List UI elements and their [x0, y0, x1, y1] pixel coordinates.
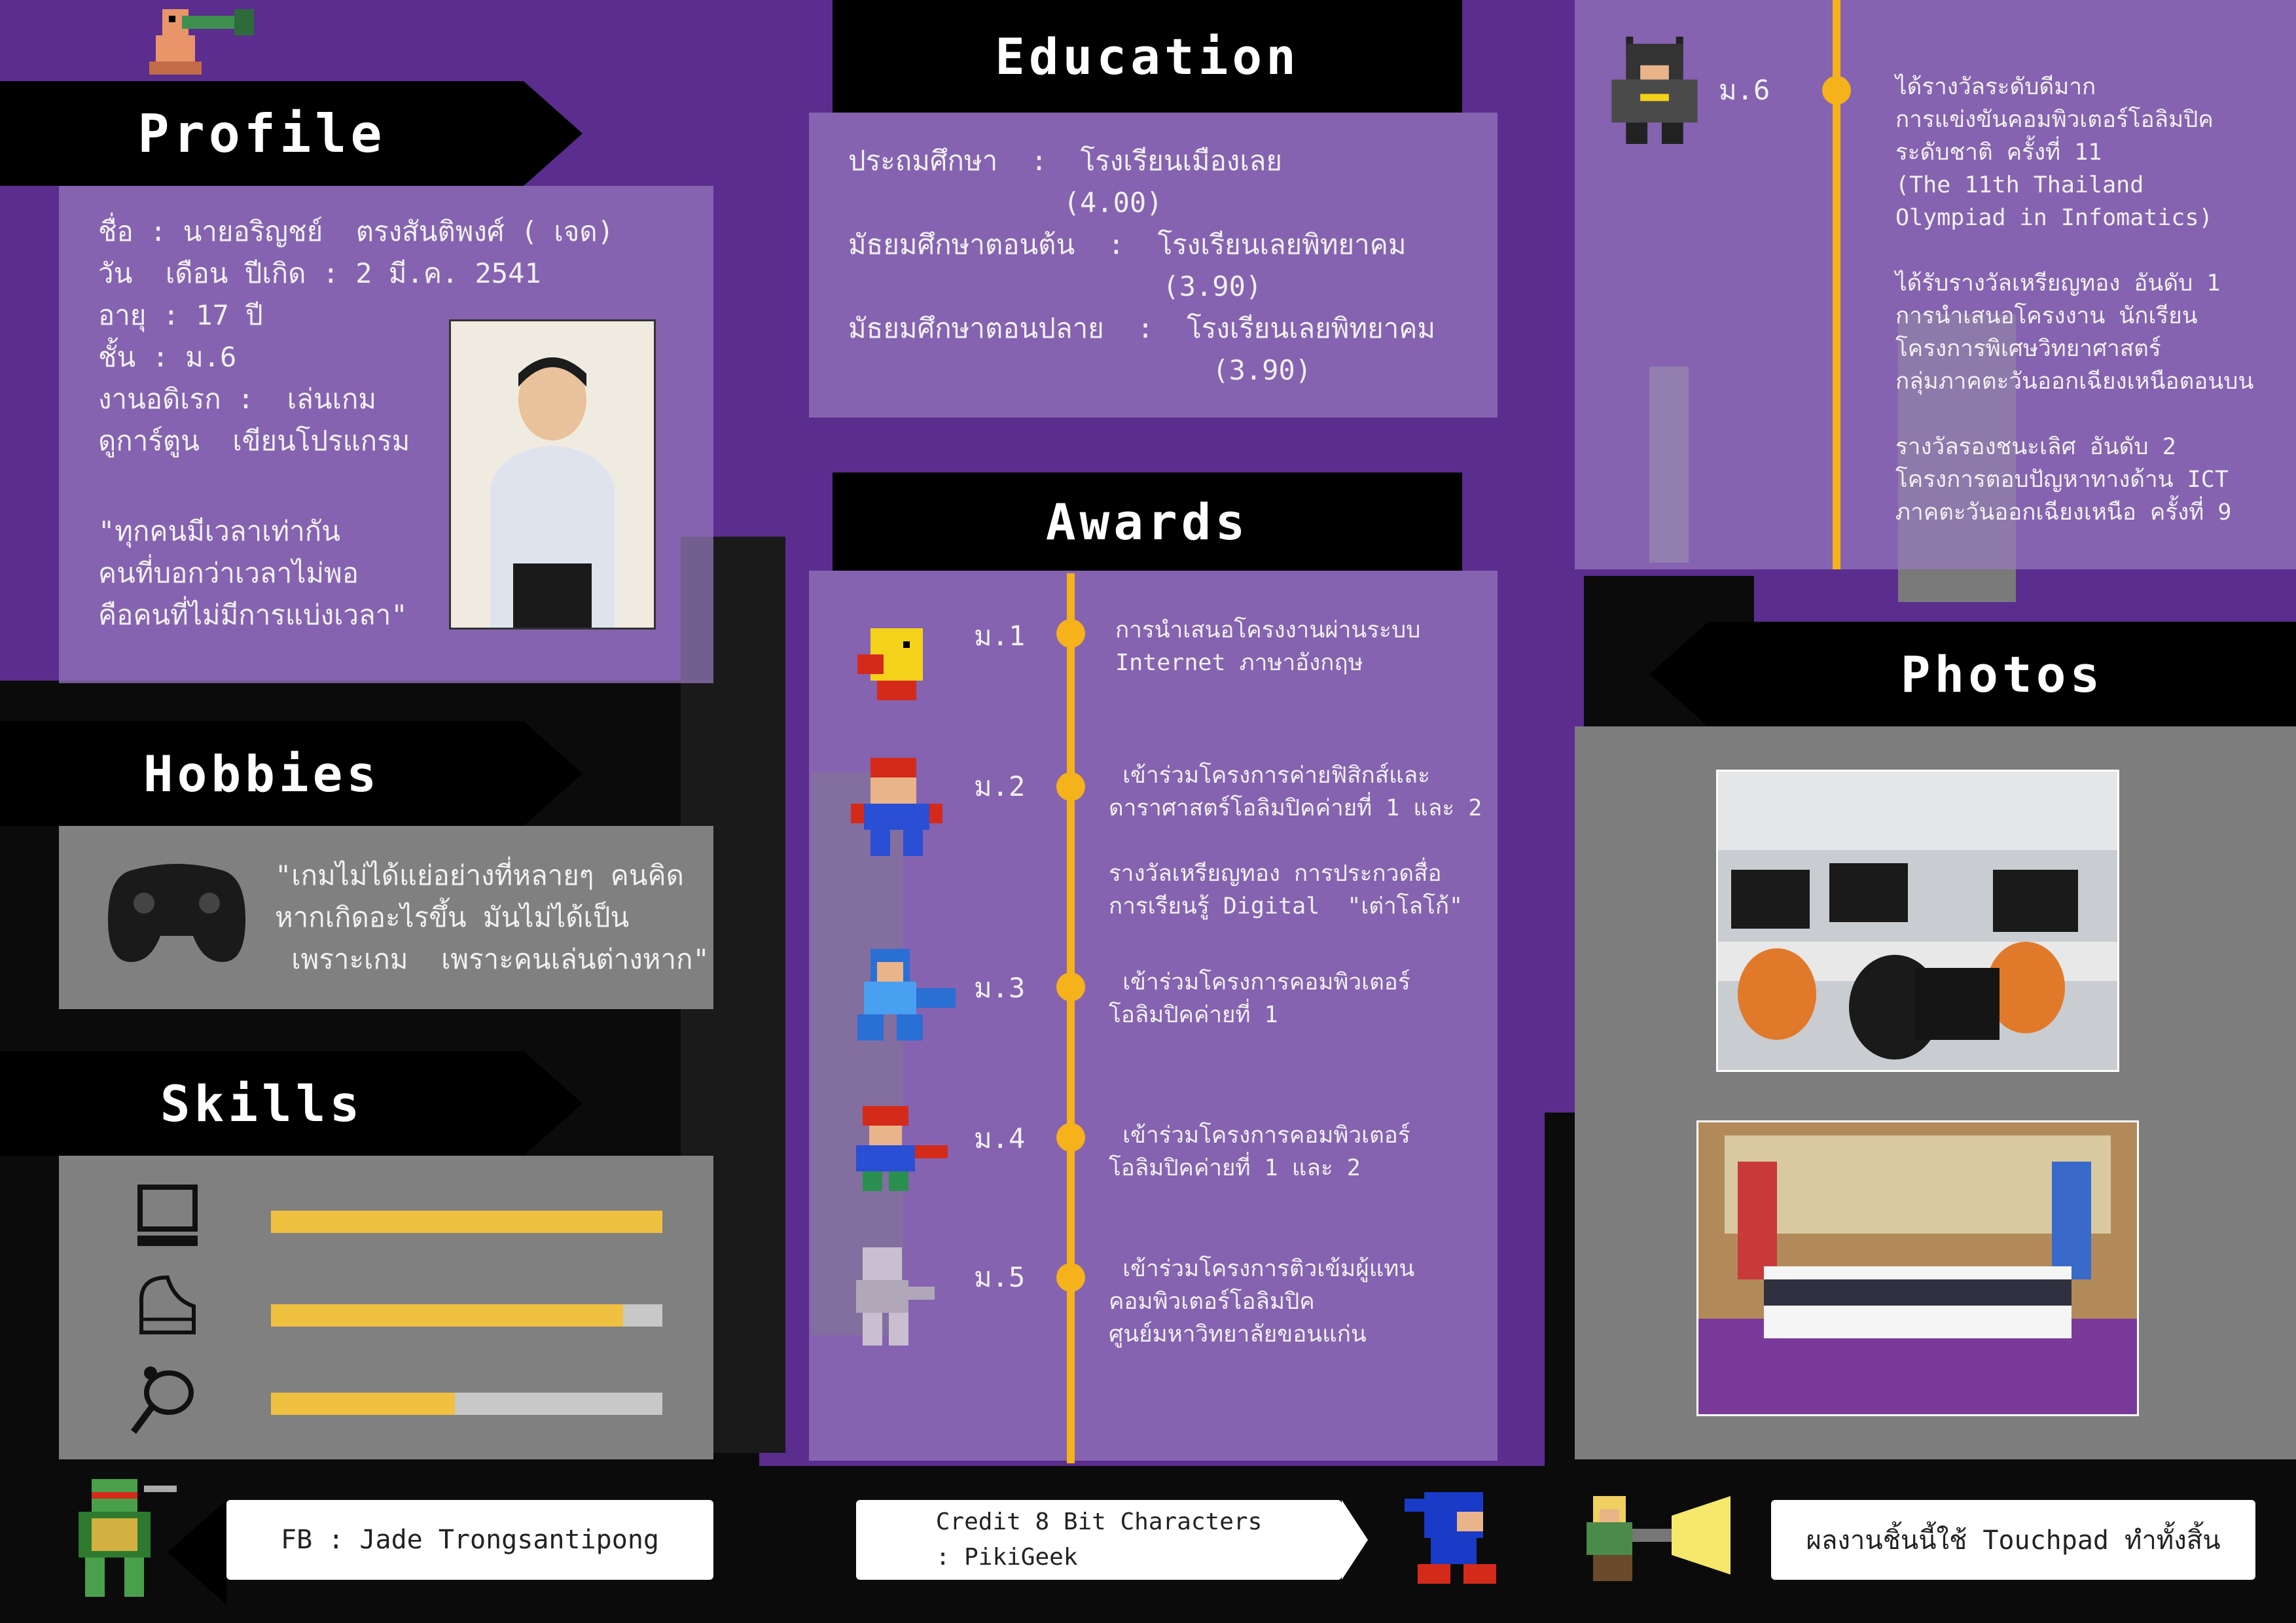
hobbies-quote: "เกมไม่ได้แย่อย่างที่หลายๆ คนคิด หากเกิด…	[275, 859, 709, 975]
ash-character-icon	[843, 1106, 954, 1191]
photos-banner: Photos	[1649, 622, 2296, 726]
timeline-dot	[1056, 772, 1085, 801]
timeline-dot	[1822, 76, 1851, 105]
education-lower-secondary: มัธยมศึกษาตอนต้น : โรงเรียนเลยพิทยาคม	[848, 228, 1407, 260]
education-panel	[809, 113, 1498, 418]
education-banner: Education	[833, 0, 1462, 113]
award-grade-4: ม.4	[974, 1122, 1026, 1154]
grade6-text: ได้รางวัลระดับดีมาก การแข่งขันคอมพิวเตอร…	[1895, 74, 2254, 526]
ninja-turtle-character-icon	[52, 1472, 183, 1603]
awards-panel	[809, 571, 1498, 1461]
profile-quote: "ทุกคนมีเวลาเท่ากัน คนที่บอกว่าเวลาไม่พอ…	[98, 515, 408, 631]
grade6-timeline-line	[1833, 0, 1840, 569]
batman-character-icon	[1610, 37, 1699, 144]
profile-info: ชื่อ : นายอริญชย์ ตรงสันติพงศ์ ( เจด) วั…	[98, 211, 614, 462]
timeline-dot	[1056, 619, 1085, 648]
award-text-3: เข้าร่วมโครงการคอมพิวเตอร์ โอลิมปิคค่ายท…	[1109, 969, 1410, 1028]
education-lines: ประถมศึกษา : โรงเรียนเมืองเลย (4.00) มัธ…	[848, 140, 1435, 391]
gamepad-icon	[105, 857, 249, 969]
profile-banner: Profile	[0, 81, 583, 186]
badminton-icon	[128, 1364, 200, 1436]
sonic-character-icon	[1405, 1486, 1509, 1590]
grade6-grade: ม.6	[1719, 74, 1770, 106]
credit-box: Credit 8 Bit Characters : PikiGeek	[856, 1500, 1342, 1580]
photos-title: Photos	[1900, 645, 2104, 704]
mario-character-icon	[851, 758, 942, 863]
education-lower-secondary-gpa: (3.90)	[848, 270, 1263, 302]
profile-birthdate: วัน เดือน ปีเกิด : 2 มี.ค. 2541	[98, 257, 541, 289]
award-grade-2: ม.2	[974, 770, 1026, 802]
touchpad-note: ผลงานชิ้นนี้ใช้ Touchpad ทำทั้งสิ้น	[1771, 1500, 2255, 1580]
award-grade-1: ม.1	[974, 620, 1026, 652]
credit-text: Credit 8 Bit Characters : PikiGeek	[935, 1508, 1263, 1571]
photo-group-ceremony	[1696, 1120, 2139, 1416]
skills-title: Skills	[160, 1074, 364, 1133]
profile-name: ชื่อ : นายอริญชย์ ตรงสันติพงศ์ ( เจด)	[98, 215, 614, 247]
flashlight-character-icon	[1580, 1496, 1731, 1581]
timeline-dot	[1056, 1123, 1085, 1152]
education-primary: ประถมศึกษา : โรงเรียนเมืองเลย	[848, 145, 1283, 177]
skill-bar-badminton	[271, 1393, 662, 1415]
awards-timeline-line	[1067, 573, 1075, 1463]
touchpad-note-text: ผลงานชิ้นนี้ใช้ Touchpad ทำทั้งสิ้น	[1806, 1525, 2221, 1556]
profile-title: Profile	[137, 103, 386, 164]
timeline-dot	[1056, 972, 1085, 1001]
profile-hobby-2: ดูการ์ตูน เขียนโปรแกรม	[98, 425, 410, 457]
credit-arrow	[1342, 1500, 1368, 1580]
computer-icon	[135, 1185, 200, 1250]
skill-bar-piano	[271, 1304, 662, 1327]
award-text-5: เข้าร่วมโครงการติวเข้มผู้แทน คอมพิวเตอร์…	[1109, 1256, 1415, 1347]
awards-banner: Awards	[833, 473, 1462, 571]
skill-bar-computer	[271, 1211, 662, 1233]
education-title: Education	[995, 27, 1300, 86]
profile-photo	[449, 319, 656, 630]
award-grade-3: ม.3	[974, 972, 1026, 1004]
award-grade-5: ม.5	[974, 1261, 1026, 1293]
award-text-2: เข้าร่วมโครงการค่ายฟิสิกส์และ ดาราศาสตร์…	[1109, 762, 1482, 919]
profile-grade: ชั้น : ม.6	[98, 341, 237, 373]
timeline-dot	[1056, 1263, 1085, 1292]
pacman-character-icon	[851, 622, 949, 707]
hobbies-title: Hobbies	[143, 744, 381, 803]
photo-computer-lab	[1716, 770, 2119, 1072]
bazooka-character-icon	[149, 9, 254, 75]
piano-icon	[135, 1274, 200, 1339]
education-primary-gpa: (4.00)	[848, 187, 1163, 219]
hobbies-banner: Hobbies	[0, 721, 583, 826]
award-text-4: เข้าร่วมโครงการคอมพิวเตอร์ โอลิมปิคค่ายท…	[1109, 1122, 1410, 1181]
profile-age: อายุ : 17 ปี	[98, 299, 263, 331]
education-upper-secondary-gpa: (3.90)	[848, 354, 1312, 386]
facebook-text: FB : Jade Trongsantipong	[281, 1525, 659, 1555]
awards-title: Awards	[1045, 492, 1249, 551]
megaman-character-icon	[844, 949, 962, 1041]
profile-hobby: งานอดิเรก : เล่นเกม	[98, 383, 377, 415]
skills-banner: Skills	[0, 1051, 583, 1156]
award-text-1: การนำเสนอโครงงานผ่านระบบ Internet ภาษาอั…	[1115, 617, 1421, 676]
mewtwo-character-icon	[843, 1247, 948, 1346]
facebook-link[interactable]: FB : Jade Trongsantipong	[168, 1500, 713, 1605]
education-upper-secondary: มัธยมศึกษาตอนปลาย : โรงเรียนเลยพิทยาคม	[848, 312, 1436, 344]
